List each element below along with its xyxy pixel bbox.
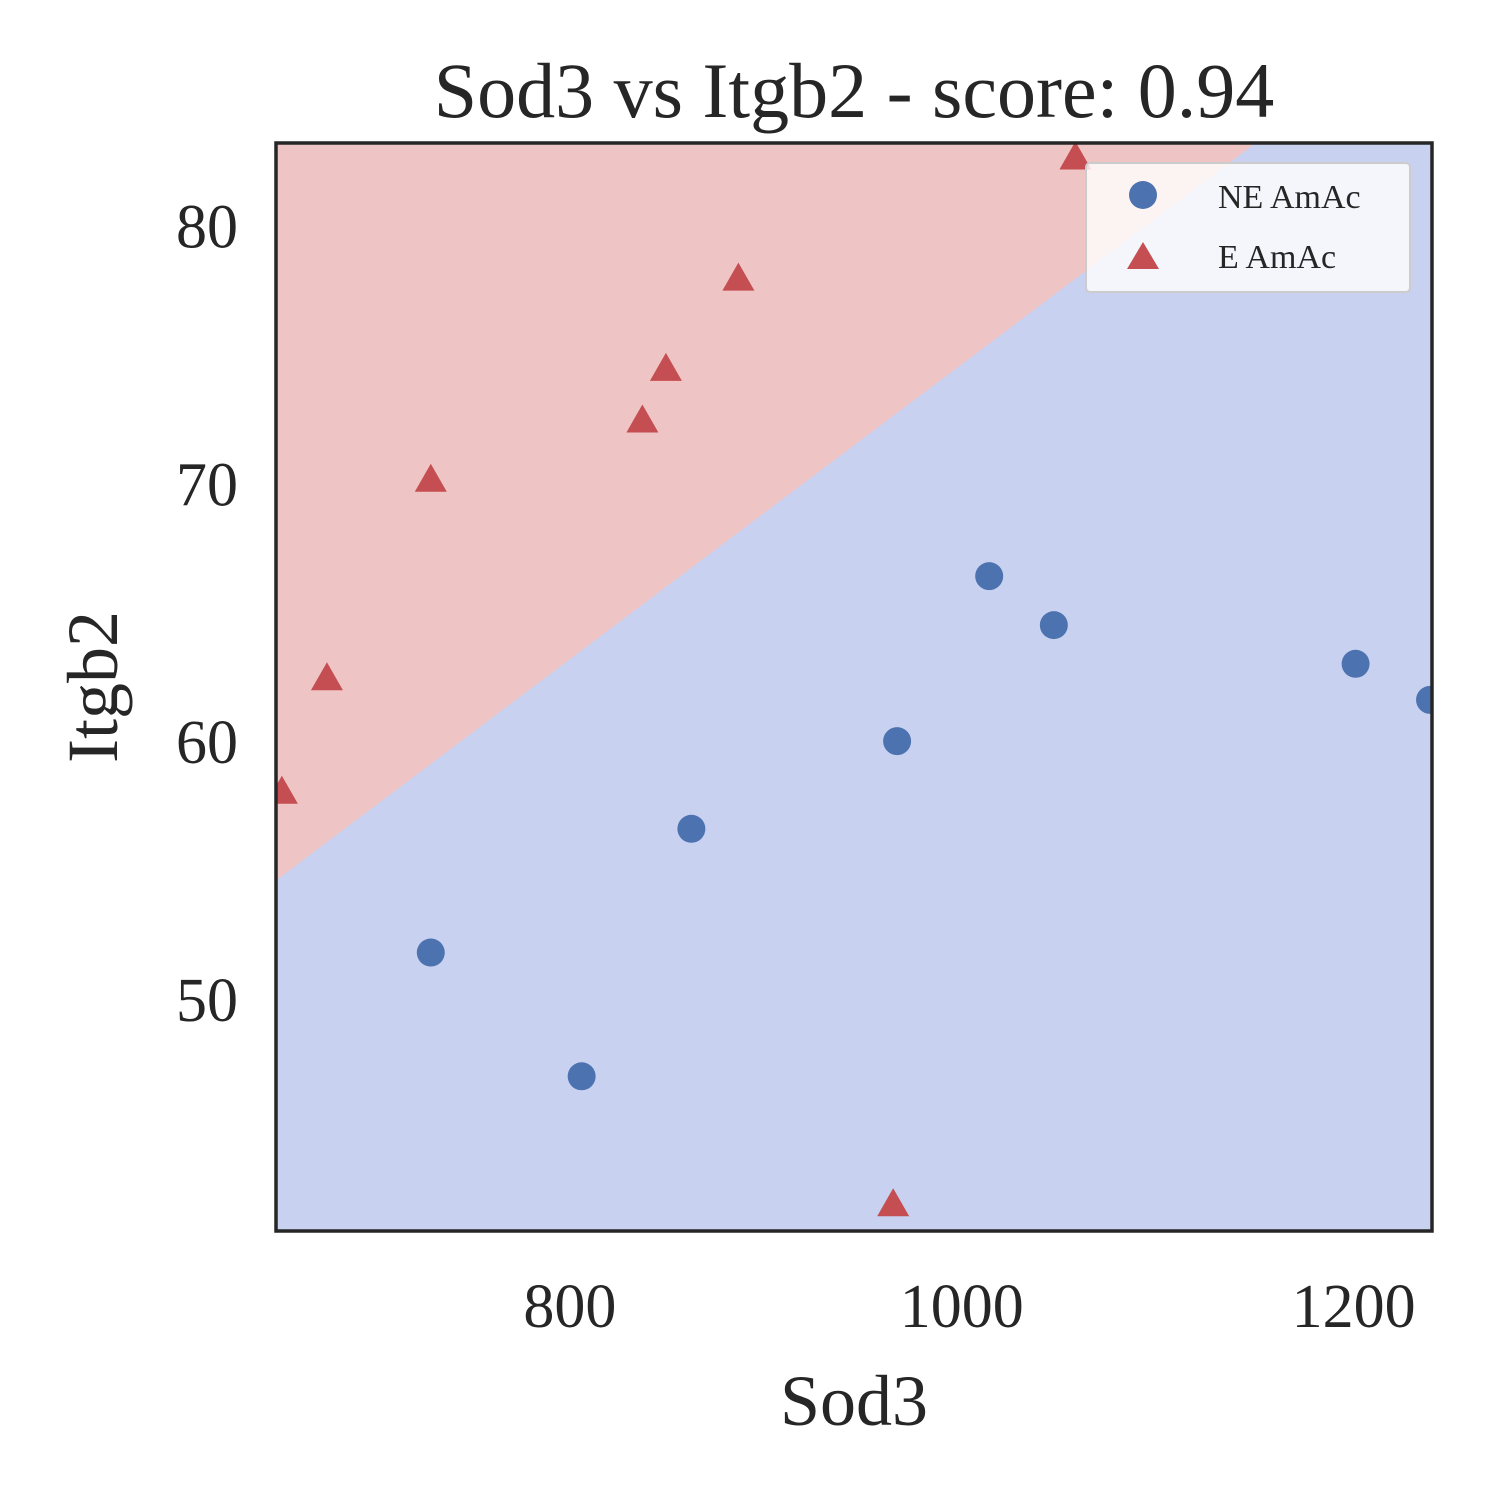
point-e-amac-0 xyxy=(276,775,298,804)
y-tick-label-70: 70 xyxy=(176,451,238,519)
legend-label-e-amac: E AmAc xyxy=(1218,239,1336,276)
point-ne-amac-0 xyxy=(416,938,445,967)
plot-frame xyxy=(274,141,1434,1233)
point-ne-amac-2 xyxy=(677,814,706,843)
points-layer xyxy=(276,143,1432,1217)
point-ne-amac-7 xyxy=(1416,685,1432,714)
x-tick-label-1200: 1200 xyxy=(1292,1273,1416,1341)
point-ne-amac-4 xyxy=(975,562,1004,591)
point-e-amac-3 xyxy=(626,404,659,433)
legend-marker-ne-amac xyxy=(1129,181,1157,209)
y-tick-labels: 50 60 70 80 xyxy=(176,194,238,1035)
point-ne-amac-3 xyxy=(883,727,912,756)
decision-region-e xyxy=(276,143,1256,881)
point-ne-amac-6 xyxy=(1341,649,1370,678)
point-e-amac-7 xyxy=(1059,143,1092,170)
x-axis-label: Sod3 xyxy=(780,1361,928,1441)
chart-title: Sod3 vs Itgb2 - score: 0.94 xyxy=(434,47,1275,134)
y-tick-label-60: 60 xyxy=(176,709,238,777)
legend: NE AmAc E AmAc xyxy=(1085,162,1411,293)
x-tick-label-1000: 1000 xyxy=(900,1273,1024,1341)
point-e-amac-5 xyxy=(722,262,755,291)
y-tick-label-80: 80 xyxy=(176,194,238,262)
legend-marker-e-amac xyxy=(1127,242,1159,269)
legend-box xyxy=(1085,162,1411,293)
y-tick-label-50: 50 xyxy=(176,967,238,1035)
point-e-amac-6 xyxy=(877,1188,910,1217)
point-ne-amac-5 xyxy=(1039,611,1068,640)
plot-area xyxy=(276,143,1432,1231)
point-e-amac-4 xyxy=(649,352,682,381)
y-axis-label: Itgb2 xyxy=(53,611,133,763)
point-ne-amac-1 xyxy=(567,1062,596,1091)
x-tick-labels: 800 1000 1200 xyxy=(523,1273,1415,1341)
point-e-amac-1 xyxy=(310,662,343,691)
x-tick-label-800: 800 xyxy=(523,1273,616,1341)
legend-label-ne-amac: NE AmAc xyxy=(1218,179,1361,216)
point-e-amac-2 xyxy=(414,463,447,492)
